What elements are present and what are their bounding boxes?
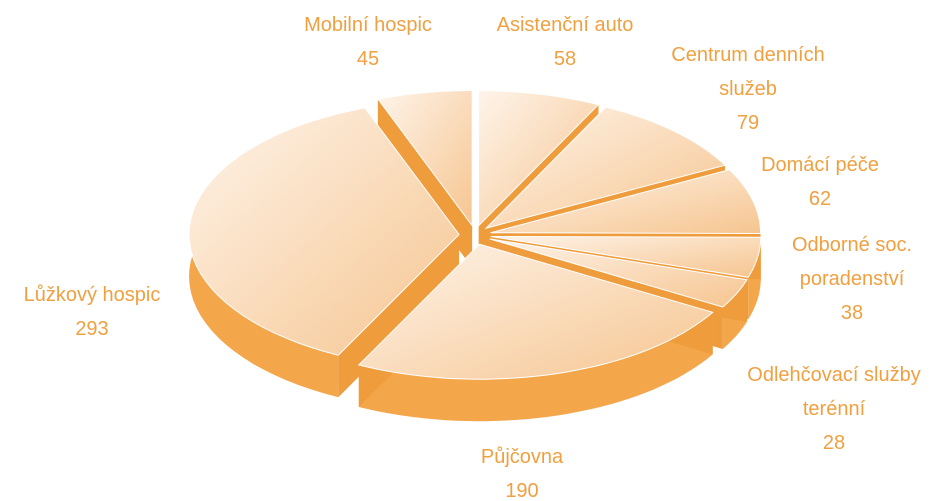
- slice-label: Centrum denních služeb 79: [648, 38, 848, 140]
- value-label: 79: [736, 112, 760, 134]
- slice-label: Půjčovna 190: [422, 440, 622, 501]
- category-label: Domácí péče: [761, 154, 879, 176]
- category-label: Odborné soc. poradenství: [791, 234, 913, 290]
- slice-top: [357, 243, 714, 380]
- category-label: Asistenční auto: [496, 14, 634, 36]
- slice-top: [377, 90, 473, 228]
- value-label: 28: [822, 432, 846, 454]
- category-label: Lůžkový hospic: [23, 284, 161, 306]
- slice-label: Lůžkový hospic 293: [0, 278, 192, 346]
- category-label: Půjčovna: [480, 446, 564, 468]
- value-label: 38: [840, 302, 864, 324]
- slice-label: Mobilní hospic 45: [268, 8, 468, 76]
- slice-top: [490, 235, 762, 278]
- slice-side: [358, 312, 713, 422]
- slice-label: Domácí péče 62: [740, 148, 900, 216]
- slice-label: Odborné soc. poradenství 38: [767, 228, 937, 330]
- value-label: 58: [553, 48, 577, 70]
- slice-label: Odlehčovací služby terénní 28: [724, 358, 939, 460]
- slice-top: [478, 90, 600, 227]
- slice-label: Asistenční auto 58: [465, 8, 665, 76]
- value-label: 293: [75, 318, 109, 340]
- value-label: 45: [356, 48, 380, 70]
- slice-top: [484, 106, 726, 230]
- category-label: Mobilní hospic: [304, 14, 432, 36]
- slice-top: [490, 169, 761, 235]
- category-label: Odlehčovací služby terénní: [747, 364, 921, 420]
- slice-top: [188, 107, 460, 356]
- value-label: 62: [808, 188, 832, 210]
- category-label: Centrum denních služeb: [671, 44, 825, 100]
- slice-top: [489, 238, 748, 308]
- value-label: 190: [505, 480, 539, 501]
